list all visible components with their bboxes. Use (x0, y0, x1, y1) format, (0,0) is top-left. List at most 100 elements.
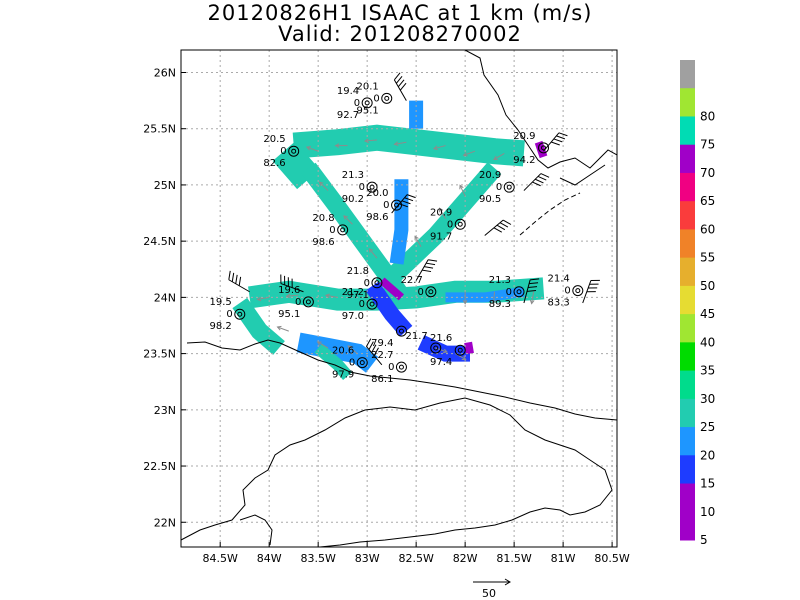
colorbar-swatch (680, 116, 695, 146)
dropsonde-zero: 0 (359, 182, 365, 193)
dropsonde-temp: 19.6 (278, 285, 300, 296)
colorbar-swatch (680, 342, 695, 372)
wind-barb-flag (529, 282, 539, 285)
wind-swath (296, 332, 379, 373)
y-tick-label: 23.5N (143, 348, 176, 361)
y-tick-label: 26N (154, 66, 176, 79)
dropsonde-ring (454, 218, 466, 230)
dropsonde-rh: 95.1 (278, 309, 300, 320)
wind-barb-flag (395, 75, 403, 84)
colorbar-swatch (680, 201, 695, 230)
wind-barb-flag (235, 274, 238, 284)
wind-vector-head (529, 299, 535, 305)
wind-vector (257, 296, 270, 300)
wind-barb-flag (553, 138, 563, 143)
dropsonde-ring (395, 361, 407, 373)
colorbar-swatch (680, 172, 695, 202)
wind-barb-flag (558, 132, 568, 137)
dropsonde-zero: 0 (280, 146, 286, 157)
colorbar-label: 80 (700, 109, 715, 123)
dropsonde-temp: 19.4 (337, 86, 359, 97)
dropsonde-center (428, 289, 434, 295)
dropsonde-center (340, 227, 346, 233)
dropsonde-ring (288, 145, 300, 157)
y-axis-ticks: 22N 22.5N 23N 23.5N 24N 24.5N 25N 25.5N 26N (143, 66, 186, 529)
wind-vector-head (462, 151, 468, 157)
dropsonde-rh: 97.9 (332, 370, 354, 381)
wind-vector (306, 146, 319, 152)
colorbar: 80 75 70 65 60 55 50 45 40 35 30 25 20 15 10 5 (680, 60, 715, 547)
dropsonde-zero: 0 (349, 358, 355, 369)
y-tick-label: 24N (154, 291, 176, 304)
dropsonde-temp: 20.1 (356, 81, 378, 92)
wind-vector-head (318, 181, 324, 187)
wind-vector-head (462, 300, 468, 305)
wind-vector-head (461, 355, 467, 361)
wind-vector-head (316, 341, 322, 346)
wind-vector-head (276, 325, 282, 331)
dropsonde-temp: 21.2 (342, 287, 364, 298)
dropsonde-center (384, 95, 390, 101)
dropsonde-ring (538, 142, 550, 154)
wind-barb-flag (493, 227, 503, 233)
wind-barb-flag (368, 341, 374, 350)
dropsonde-center (516, 289, 522, 295)
dropsonde-ring (572, 285, 584, 297)
colorbar-swatch (680, 483, 695, 513)
colorbar-label: 35 (700, 364, 715, 378)
wind-vector (368, 248, 378, 259)
dropsonde-center (433, 345, 439, 351)
wind-barb-flag (428, 259, 438, 262)
wind-vector-head (363, 138, 369, 144)
y-tick-label: 25N (154, 179, 176, 192)
dropsonde-ring (391, 199, 403, 211)
x-axis-ticks: 84.5W 84W 83.5W 83W 82.5W 82W 81.5W 81W 80.5W (203, 542, 630, 565)
wind-vector-head (491, 299, 497, 305)
dropsonde-center (374, 280, 380, 286)
dropsonde-center (364, 100, 370, 106)
dropsonde-rh: 92.7 (337, 110, 359, 121)
dropsonde-temp: 19.5 (210, 297, 232, 308)
wind-swath (232, 297, 285, 355)
dropsonde-ring (337, 224, 349, 236)
colorbar-label: 30 (700, 392, 715, 406)
dropsonde-rh: 90.2 (342, 194, 364, 205)
x-tick-label: 81W (551, 552, 576, 565)
wind-barb-flag (399, 203, 409, 208)
dropsonde-rh: 98.6 (366, 212, 388, 223)
wind-barb-flag (426, 262, 436, 266)
dropsonde-zero: 0 (564, 286, 570, 297)
dropsonde-rh: 82.6 (263, 158, 285, 169)
colorbar-swatch (680, 370, 695, 400)
dropsonde-rh: 89.3 (489, 299, 511, 310)
x-tick-label: 81.5W (496, 552, 531, 565)
dropsonde-center (369, 301, 375, 307)
wind-barb-flag (393, 72, 401, 81)
x-tick-label: 84.5W (203, 552, 238, 565)
chart-title: 20120826H1 ISAAC at 1 km (m/s) (207, 1, 593, 25)
dropsonde-temp: 21.3 (342, 170, 364, 181)
map-frame (180, 49, 618, 548)
dropsonde-rh: 98.6 (312, 237, 334, 248)
wind-vector (317, 341, 329, 349)
colorbar-label: 5 (700, 533, 708, 547)
wind-barb-flag (365, 338, 372, 347)
x-tick-label: 82.5W (398, 552, 433, 565)
colorbar-label: 10 (700, 505, 715, 519)
dropsonde-zero: 0 (354, 98, 360, 109)
wind-speed-field (232, 100, 548, 381)
colorbar-label: 40 (700, 335, 715, 349)
dropsonde-ring (371, 277, 383, 289)
wind-barb-flag (228, 270, 231, 280)
dropsonde-ring (395, 325, 407, 337)
colorbar-label: 65 (700, 194, 715, 208)
wind-barb-flag (401, 200, 411, 205)
wind-vector-head (347, 345, 353, 350)
dropsonde-ring (356, 357, 368, 369)
dropsonde-zero: 0 (373, 93, 379, 104)
colorbar-swatch (680, 455, 695, 485)
wind-vector (286, 294, 299, 297)
dropsonde-temp: 20.9 (513, 131, 535, 142)
y-tick-label: 22N (154, 516, 176, 529)
